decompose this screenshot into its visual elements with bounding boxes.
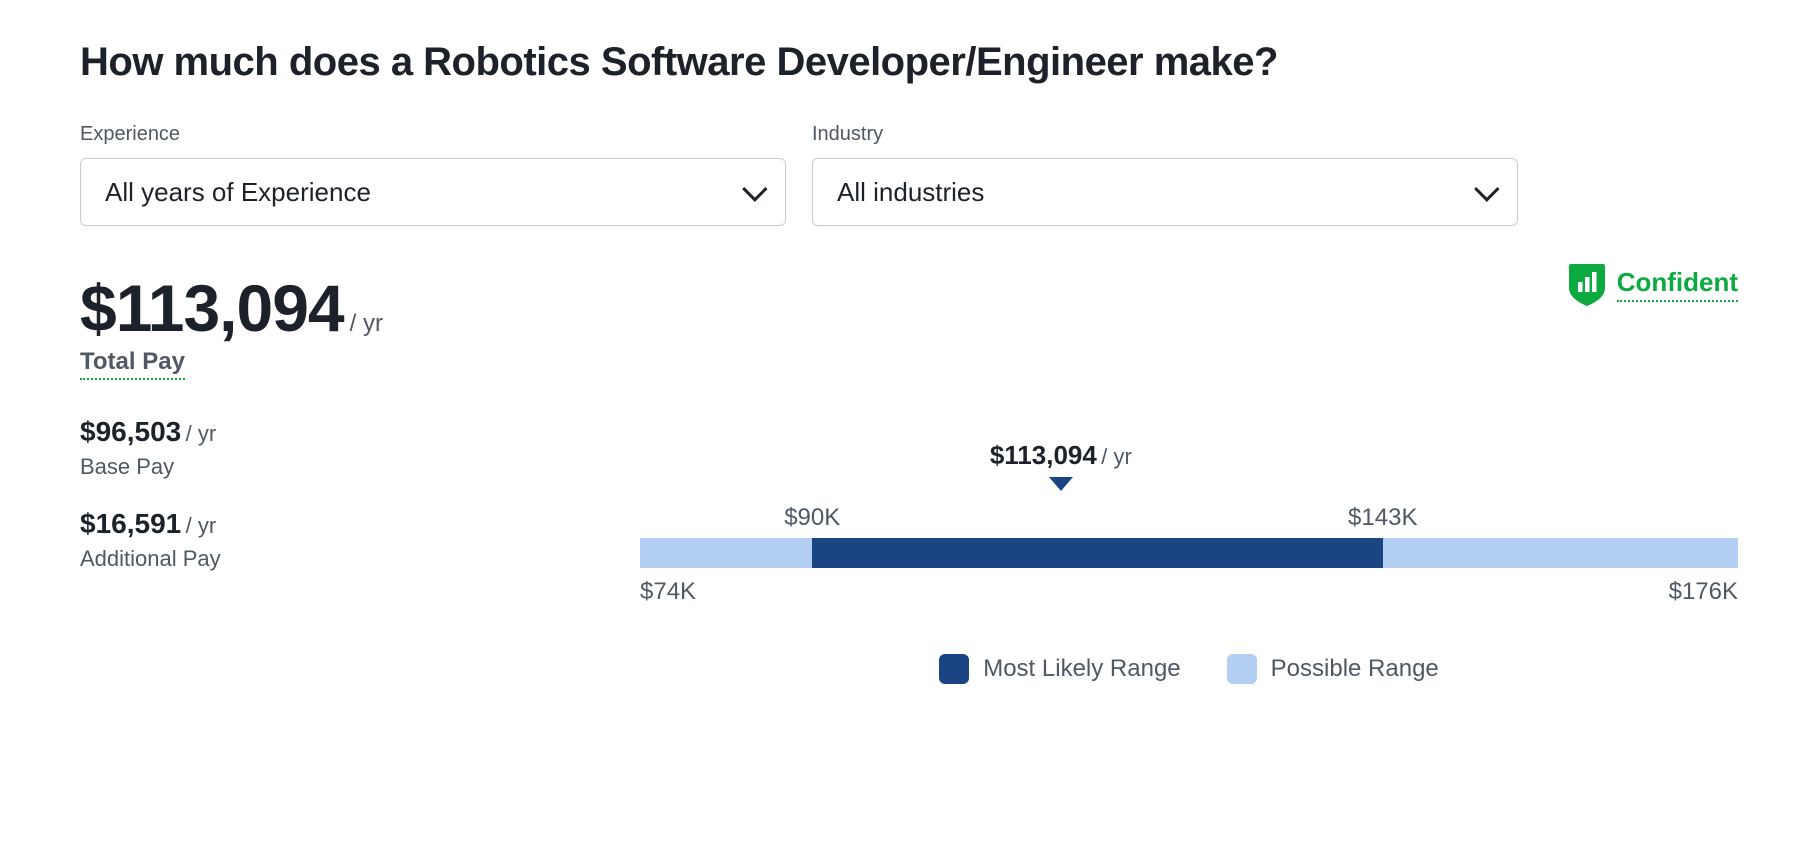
additional-pay-amount: $16,591 (80, 508, 181, 539)
legend-item-possible: Possible Range (1227, 654, 1439, 684)
experience-filter-group: Experience All years of Experience (80, 123, 786, 226)
legend-label-likely: Most Likely Range (983, 655, 1180, 683)
salary-range-chart: $113,094 / yr $90K $143K $74K $176K Mos (640, 440, 1738, 684)
total-pay-per-year: / yr (350, 310, 383, 338)
industry-label: Industry (812, 123, 1518, 146)
chevron-down-icon (1474, 176, 1499, 201)
chart-tick-likely-min: $90K (784, 504, 840, 532)
base-pay-per-year: / yr (186, 421, 217, 446)
total-pay-amount: $113,094 (80, 270, 344, 346)
additional-pay-label: Additional Pay (80, 546, 640, 572)
additional-pay-block: $16,591 / yr Additional Pay (80, 508, 640, 572)
legend-label-possible: Possible Range (1271, 655, 1439, 683)
chart-marker-per-year: / yr (1101, 444, 1132, 469)
content-row: $113,094 / yr Total Pay $96,503 / yr Bas… (80, 270, 1738, 684)
experience-selected-value: All years of Experience (105, 177, 371, 208)
chart-tick-max: $176K (1669, 578, 1738, 606)
shield-chart-icon (1567, 262, 1607, 306)
right-column: Confident $113,094 / yr $90K $143K $74K … (640, 270, 1738, 684)
industry-selected-value: All industries (837, 177, 984, 208)
chart-legend: Most Likely Range Possible Range (640, 654, 1738, 684)
base-pay-label: Base Pay (80, 454, 640, 480)
chart-bar-likely (812, 538, 1383, 568)
page-title: How much does a Robotics Software Develo… (80, 40, 1738, 85)
base-pay-block: $96,503 / yr Base Pay (80, 416, 640, 480)
industry-select[interactable]: All industries (812, 158, 1518, 226)
industry-filter-group: Industry All industries (812, 123, 1518, 226)
confidence-badge[interactable]: Confident (1567, 262, 1738, 306)
legend-swatch-likely (939, 654, 969, 684)
chart-tick-min: $74K (640, 578, 696, 606)
salary-column: $113,094 / yr Total Pay $96,503 / yr Bas… (80, 270, 640, 600)
caret-down-icon (1049, 477, 1073, 491)
chart-tick-likely-max: $143K (1348, 504, 1417, 532)
chart-bar-possible (640, 538, 1738, 568)
confidence-label: Confident (1617, 267, 1738, 302)
chart-marker-amount: $113,094 (990, 440, 1097, 470)
total-pay-label[interactable]: Total Pay (80, 348, 185, 380)
total-pay-row: $113,094 / yr (80, 270, 640, 346)
legend-swatch-possible (1227, 654, 1257, 684)
additional-pay-per-year: / yr (186, 513, 217, 538)
experience-select[interactable]: All years of Experience (80, 158, 786, 226)
chevron-down-icon (742, 176, 767, 201)
legend-item-likely: Most Likely Range (939, 654, 1180, 684)
chart-marker: $113,094 / yr (990, 440, 1132, 491)
filters-row: Experience All years of Experience Indus… (80, 123, 1738, 226)
base-pay-amount: $96,503 (80, 416, 181, 447)
experience-label: Experience (80, 123, 786, 146)
